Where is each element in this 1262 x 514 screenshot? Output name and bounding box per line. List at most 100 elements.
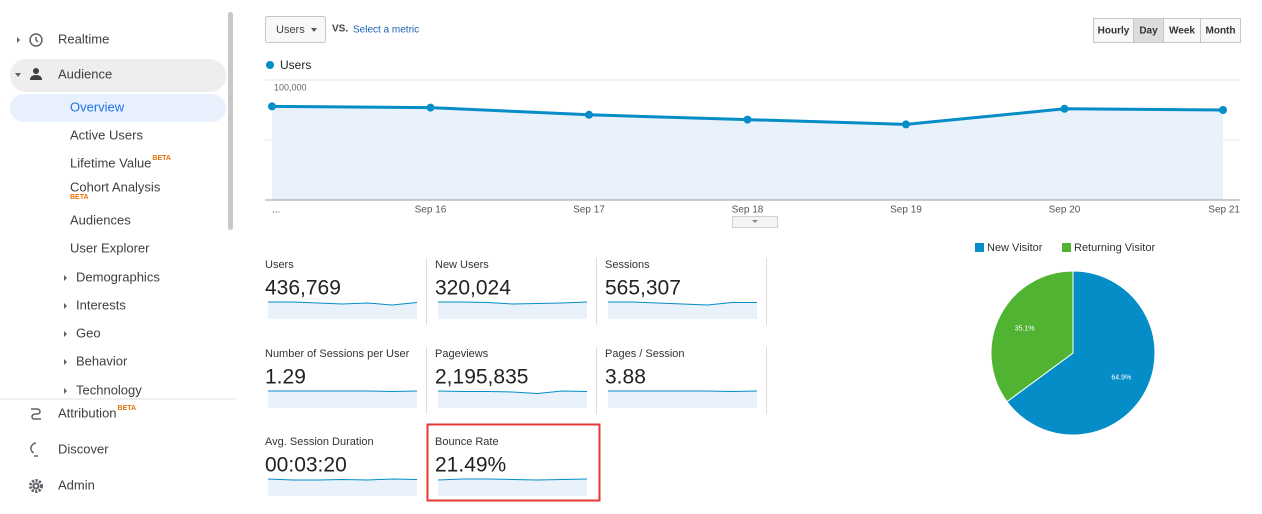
scorecard[interactable]: Users 436,769 [265, 258, 427, 325]
x-tick-label: Sep 21 [1208, 205, 1240, 216]
sparkline-area [438, 391, 587, 408]
nav-label: Audience [58, 66, 112, 81]
x-tick-label: Sep 17 [573, 205, 605, 216]
nav-item[interactable]: Realtime [17, 31, 109, 47]
nav-item[interactable]: Discover [30, 441, 109, 457]
nav-label: Interests [76, 297, 126, 312]
range-button[interactable]: Hourly [1093, 18, 1134, 43]
range-button-label: Hourly [1098, 26, 1130, 37]
collapse-arrow [752, 220, 758, 223]
data-point [1219, 106, 1227, 114]
nav-label: Admin [58, 477, 95, 492]
sparkline [268, 390, 418, 393]
sparkline-area [608, 391, 757, 408]
range-button-label: Week [1169, 26, 1195, 37]
scorecard[interactable]: Number of Sessions per User 1.29 [265, 347, 427, 414]
legend-item[interactable]: New Visitor [975, 242, 1043, 254]
sparkline-area [268, 391, 417, 408]
nav-item[interactable]: Lifetime Value BETA [70, 155, 171, 171]
nav-label: Lifetime Value [70, 155, 151, 170]
sparkline-area [608, 302, 757, 319]
range-button[interactable]: Month [1200, 18, 1241, 43]
scorecard[interactable]: Sessions 565,307 [605, 258, 767, 325]
range-button[interactable]: Day [1133, 18, 1164, 43]
legend-label: Returning Visitor [1074, 242, 1155, 254]
collapse-tab[interactable] [732, 216, 778, 228]
sparkline [437, 390, 588, 395]
nav-label: Audiences [70, 212, 131, 227]
slice-label: 64.9% [1111, 374, 1131, 381]
nav-label: Geo [76, 325, 101, 340]
data-point [585, 110, 593, 119]
expand-arrow [64, 331, 67, 337]
data-point [268, 102, 276, 111]
beta-badge: BETA [152, 155, 171, 162]
scrollbar [228, 12, 233, 230]
nav-label: Behavior [76, 353, 128, 368]
icon-discover [30, 442, 38, 457]
nav-item[interactable]: Interests [64, 297, 126, 312]
nav-item[interactable]: Active Users [70, 127, 143, 142]
scorecard[interactable]: Bounce Rate 21.49% [426, 423, 601, 502]
highlight-box [426, 423, 601, 502]
range-button-bg [1200, 18, 1241, 43]
beta-badge: BETA [70, 194, 89, 201]
nav-scroll: Realtime Audience Overview Active Users Life… [15, 31, 171, 397]
range-button-bg [1093, 18, 1134, 43]
range-button-label: Month [1206, 26, 1236, 37]
pie-slice[interactable] [990, 270, 1074, 403]
dropdown-box [265, 16, 326, 43]
expand-arrow [64, 359, 67, 365]
nav-label: Technology [76, 382, 142, 397]
nav-label: Discover [58, 441, 109, 456]
scorecard[interactable]: Pages / Session 3.88 [605, 347, 767, 414]
scorecard-label: Number of Sessions per User [265, 348, 410, 360]
data-point [426, 103, 435, 112]
legend-swatch [1062, 243, 1071, 252]
nav-item[interactable]: Admin [29, 477, 95, 493]
range-button[interactable]: Week [1163, 18, 1201, 43]
nav-item[interactable]: Audiences [70, 212, 131, 227]
nav-item[interactable]: Audience [15, 66, 112, 81]
scorecard[interactable]: Pageviews 2,195,835 [435, 347, 597, 414]
nav-item[interactable]: Technology [64, 382, 142, 397]
nav-label: User Explorer [70, 240, 150, 255]
nav-item[interactable]: Geo [64, 325, 101, 340]
x-tick-label: ... [272, 205, 280, 216]
nav-item[interactable]: Demographics [64, 269, 160, 284]
x-tick-label: Sep 16 [415, 205, 447, 216]
sidebar: Realtime Audience Overview Active Users Life… [0, 12, 236, 493]
nav-item[interactable]: Overview [70, 99, 125, 114]
sparkline-area [438, 302, 587, 319]
select-metric[interactable]: Select a metric [353, 25, 419, 36]
x-tick-label: Sep 18 [732, 205, 764, 216]
scorecard[interactable]: New Users 320,024 [435, 258, 597, 325]
x-tick-label: Sep 20 [1049, 205, 1081, 216]
sparkline [438, 301, 588, 305]
x-tick-label: Sep 19 [890, 205, 922, 216]
icon-person-head [33, 68, 39, 74]
icon-attribution [31, 408, 41, 420]
nav-item[interactable]: User Explorer [70, 240, 150, 255]
nav-label: Attribution [58, 405, 117, 420]
metric-dropdown[interactable]: Users [265, 16, 326, 43]
caret-right [17, 37, 20, 43]
scorecard-value: 1.29 [265, 366, 306, 389]
sparkline-area [438, 479, 587, 496]
pie-slice[interactable] [1006, 270, 1156, 436]
toolbar: Users VS. Select a metric Hourly Day Week Mont… [265, 16, 1241, 43]
sparkline-area [268, 479, 417, 496]
nav-item[interactable]: Behavior [64, 353, 128, 368]
nav-item[interactable]: Attribution BETA [31, 405, 136, 421]
scorecard-label: Pages / Session [605, 348, 685, 360]
sparkline [608, 301, 757, 306]
legend-item[interactable]: Returning Visitor [1062, 242, 1155, 254]
icon-admin [29, 479, 43, 493]
legend-label: New Visitor [987, 242, 1043, 254]
expand-arrow [64, 388, 67, 394]
legend-label: Users [280, 58, 311, 72]
scorecard[interactable]: Avg. Session Duration 00:03:20 [265, 436, 418, 496]
dropdown-label: Users [276, 24, 305, 36]
